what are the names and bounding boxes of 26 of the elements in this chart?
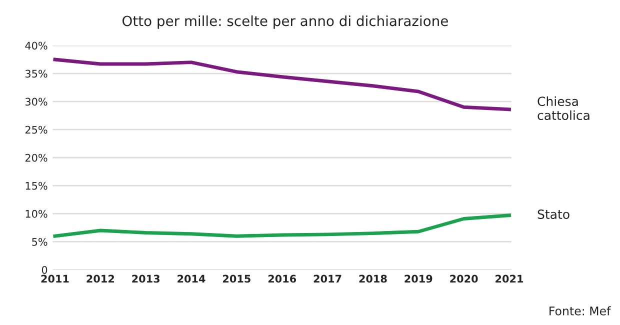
source-note: Fonte: Mef (550, 306, 611, 316)
x-tick-label: 2019 (404, 274, 432, 283)
text: Chiesa cattolica (538, 96, 590, 120)
y-tick-label: 0 (42, 266, 48, 274)
x-tick-label: 2012 (86, 274, 114, 283)
x-tick-label: 2015 (223, 274, 250, 283)
line-series (53, 214, 511, 238)
y-tick-label: 40% (25, 42, 48, 50)
x-tick-label: 2021 (496, 274, 524, 283)
chart-title: Otto per mille: scelte per anno di dichiarazione (122, 15, 448, 29)
y-tick-label: 35% (25, 70, 48, 78)
x-tick-label: 2014 (178, 274, 206, 283)
y-tick-label: 15% (26, 182, 48, 190)
y-tick-label: 20% (25, 154, 48, 162)
x-tick-label: 2013 (132, 274, 160, 283)
x-tick-label: 2017 (314, 274, 342, 283)
x-tick-label: 2011 (41, 274, 69, 283)
y-tick-label: 25% (25, 126, 48, 134)
line-series (53, 58, 511, 112)
y-tick-label: 30% (25, 98, 48, 106)
y-tick-label: 10% (26, 210, 48, 218)
x-tick-label: 2016 (268, 274, 296, 283)
text: Stato (538, 210, 570, 219)
x-tick-label: 2018 (359, 274, 387, 283)
y-tick-label: 5% (32, 238, 48, 246)
x-tick-label: 2020 (450, 274, 478, 283)
